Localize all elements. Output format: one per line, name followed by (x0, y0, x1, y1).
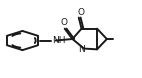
Text: N: N (78, 45, 85, 54)
Text: O: O (60, 18, 67, 27)
Text: NH: NH (52, 36, 65, 45)
Text: O: O (77, 8, 84, 17)
